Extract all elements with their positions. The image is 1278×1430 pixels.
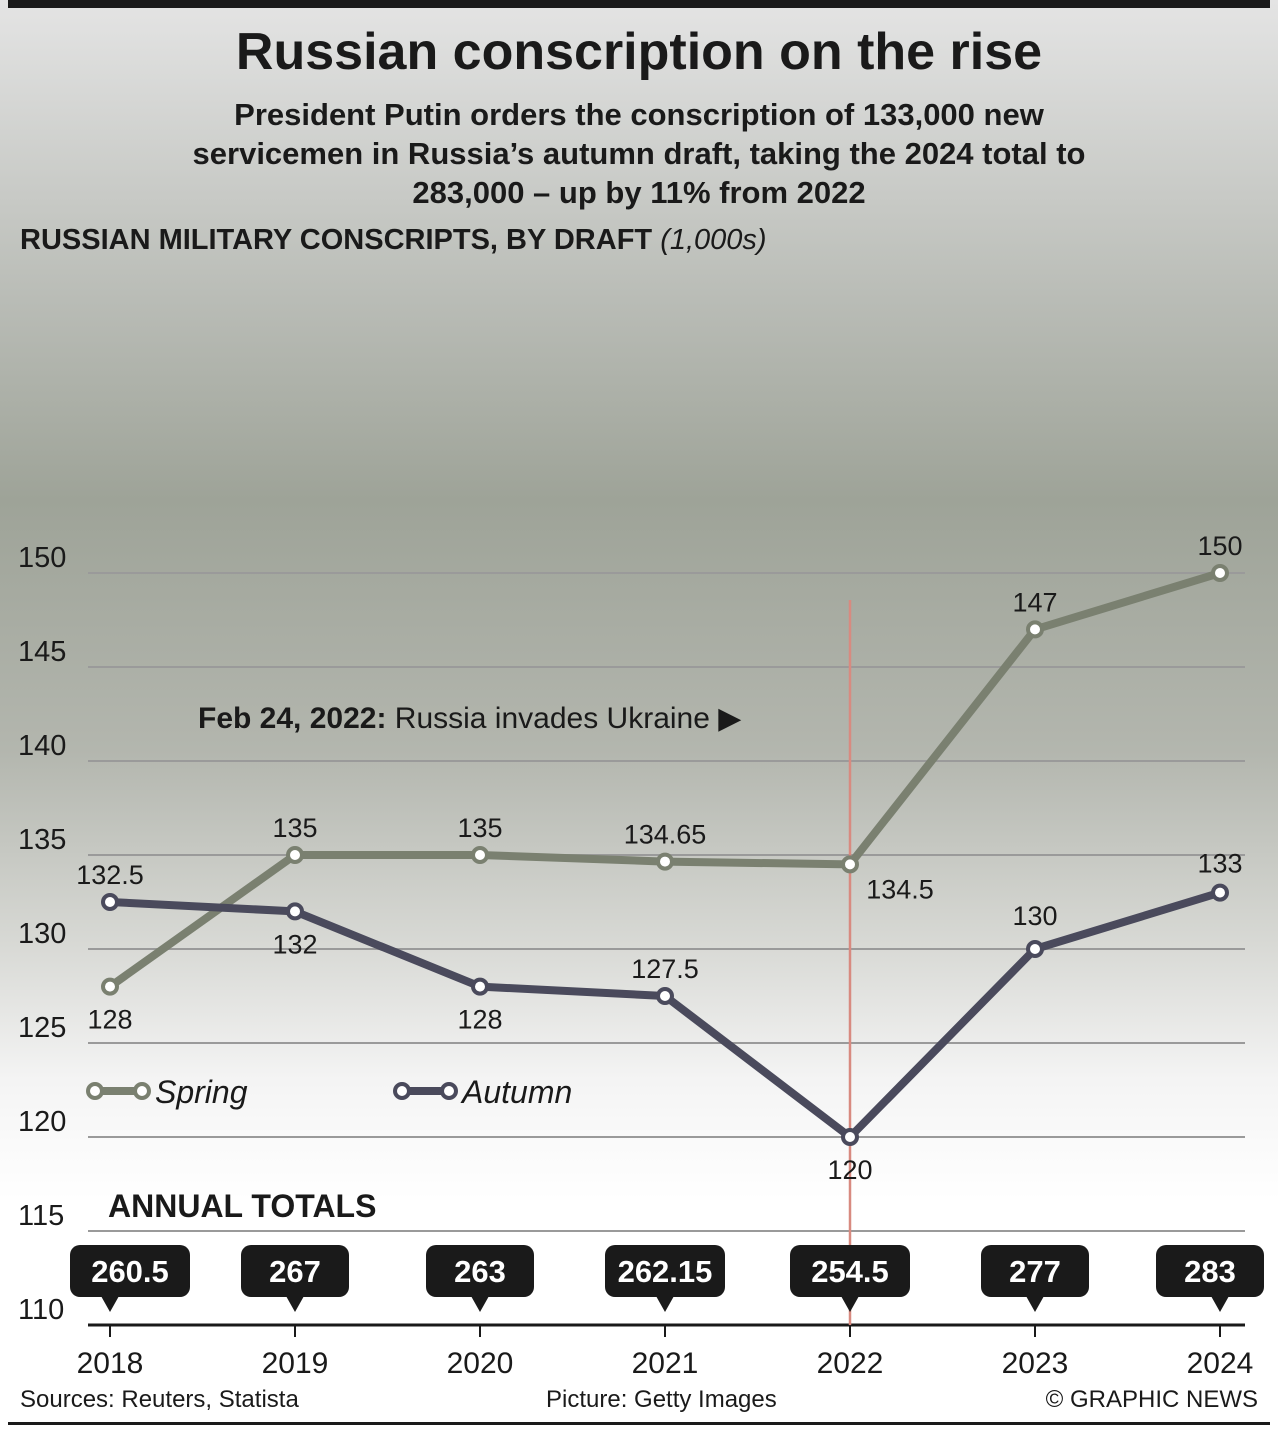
- x-tick-label: 2022: [817, 1347, 884, 1380]
- annual-total-badge: [605, 1245, 725, 1297]
- x-tick-label: 2024: [1187, 1347, 1254, 1380]
- y-tick-label: 135: [18, 824, 66, 856]
- y-tick-label: 110: [18, 1294, 64, 1326]
- data-label: 134.5: [866, 874, 934, 904]
- annual-total-badge: [1156, 1245, 1264, 1297]
- badge-pointer: [101, 1296, 119, 1312]
- data-point-spring: [286, 846, 304, 864]
- data-point-autumn: [101, 893, 119, 911]
- page-title: Russian conscription on the rise: [235, 23, 1043, 81]
- data-point-spring: [656, 852, 674, 871]
- y-tick-label: 140: [18, 730, 66, 762]
- annual-total-badge: [241, 1245, 349, 1297]
- annual-total-badge: [790, 1245, 910, 1297]
- data-label: 150: [1197, 531, 1242, 561]
- data-label: 128: [87, 1005, 132, 1035]
- data-label: 127.5: [631, 954, 699, 984]
- invasion-annotation: Feb 24, 2022: Russia invades Ukraine ▶: [198, 702, 741, 735]
- legend-marker: [393, 1082, 411, 1100]
- data-point-spring: [841, 855, 859, 874]
- badge-pointer: [656, 1296, 674, 1312]
- annual-total-value: 283: [1184, 1254, 1236, 1289]
- badge-pointer: [1211, 1296, 1229, 1312]
- legend-marker: [133, 1082, 151, 1100]
- annual-total-badge: [426, 1245, 534, 1297]
- data-label: 132: [272, 929, 317, 959]
- annual-totals-title: ANNUAL TOTALS: [108, 1188, 376, 1224]
- y-tick-label: 120: [18, 1106, 66, 1138]
- annual-total-value: 263: [454, 1254, 506, 1289]
- x-tick-label: 2023: [1002, 1347, 1069, 1380]
- data-label: 132.5: [76, 860, 144, 890]
- badge-pointer: [1026, 1296, 1044, 1312]
- data-point-autumn: [841, 1128, 859, 1146]
- legend-marker: [440, 1082, 458, 1100]
- data-label: 128: [457, 1005, 502, 1035]
- data-point-autumn: [656, 987, 674, 1005]
- x-tick-label: 2020: [447, 1347, 514, 1380]
- data-point-autumn: [286, 902, 304, 921]
- y-tick-label: 125: [18, 1012, 66, 1044]
- legend-marker: [86, 1082, 104, 1100]
- data-label: 120: [827, 1155, 872, 1185]
- data-point-spring: [1211, 564, 1229, 582]
- data-point-autumn: [471, 977, 489, 996]
- data-label: 133: [1197, 849, 1242, 879]
- data-point-autumn: [1211, 883, 1229, 902]
- y-tick-label: 150: [18, 542, 66, 574]
- chart-title-text: RUSSIAN MILITARY CONSCRIPTS, BY DRAFT: [20, 224, 653, 256]
- data-point-autumn: [1026, 940, 1044, 958]
- data-label: 130: [1012, 901, 1057, 931]
- data-point-spring: [101, 977, 119, 996]
- data-point-spring: [471, 846, 489, 864]
- y-tick-label: 130: [18, 918, 66, 950]
- data-label: 135: [457, 813, 502, 843]
- legend-label-autumn: Autumn: [460, 1074, 572, 1110]
- badge-pointer: [286, 1296, 304, 1312]
- annual-total-value: 260.5: [91, 1254, 169, 1289]
- annual-total-badge: [70, 1245, 190, 1297]
- data-point-spring: [1026, 620, 1044, 639]
- subtitle: President Putin orders the conscription …: [192, 97, 1086, 210]
- annual-total-value: 277: [1009, 1254, 1061, 1289]
- chart-title: RUSSIAN MILITARY CONSCRIPTS, BY DRAFT (1…: [20, 224, 767, 257]
- annual-total-value: 254.5: [811, 1254, 889, 1289]
- data-label: 147: [1012, 587, 1057, 617]
- x-tick-label: 2019: [262, 1347, 329, 1380]
- picture-credit: Picture: Getty Images: [546, 1386, 777, 1413]
- badge-pointer: [471, 1296, 489, 1312]
- annual-total-badge: [981, 1245, 1089, 1297]
- sources: Sources: Reuters, Statista: [20, 1386, 299, 1413]
- data-label: 135: [272, 813, 317, 843]
- data-label: 134.65: [624, 820, 707, 850]
- y-tick-label: 145: [18, 636, 66, 668]
- top-bar: [8, 0, 1270, 8]
- legend-label-spring: Spring: [155, 1074, 248, 1110]
- annual-total-value: 262.15: [618, 1254, 713, 1289]
- y-tick-label: 115: [18, 1200, 64, 1232]
- annual-total-value: 267: [269, 1254, 321, 1289]
- badge-pointer: [841, 1296, 859, 1312]
- x-tick-label: 2021: [632, 1347, 699, 1380]
- x-tick-label: 2018: [77, 1347, 144, 1380]
- copyright: © GRAPHIC NEWS: [1045, 1386, 1258, 1413]
- bottom-bar: [8, 1422, 1270, 1425]
- chart-unit: (1,000s): [660, 224, 767, 256]
